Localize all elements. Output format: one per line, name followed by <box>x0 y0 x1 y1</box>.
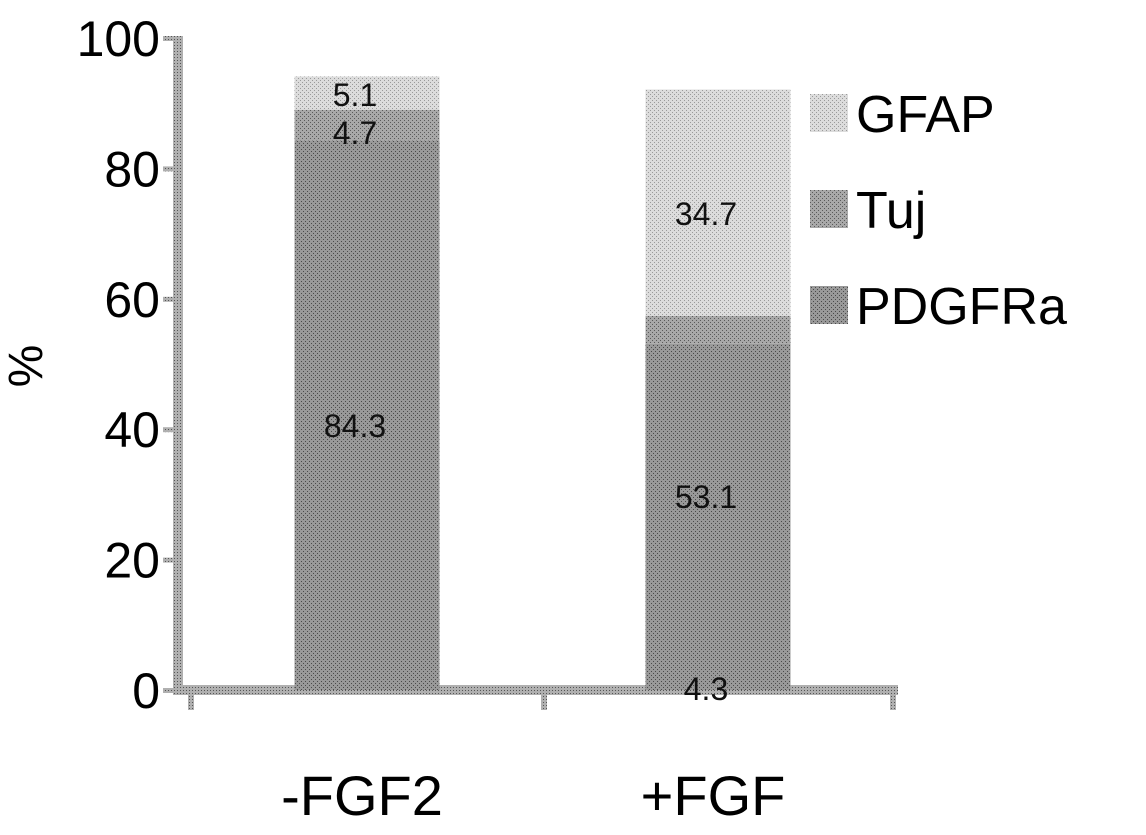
y-axis-label: % <box>0 345 53 388</box>
y-tick-label-80: 80 <box>104 141 160 197</box>
bar-tuj-0 <box>294 109 440 141</box>
data-label-pdgfra-1: 53.1 <box>675 479 737 515</box>
data-label-tuj-0: 4.7 <box>333 115 377 151</box>
y-tick-labels: 0 20 40 60 80 100 <box>77 11 160 719</box>
y-tick-20 <box>163 557 177 563</box>
legend-label-gfap: GFAP <box>856 86 995 144</box>
bar-pdgfra-0 <box>294 140 440 690</box>
bar-pdgfra-1 <box>645 343 791 690</box>
y-tick-40 <box>163 427 177 433</box>
legend-swatch-pdgfra <box>810 286 848 324</box>
category-label-0: -FGF2 <box>281 764 443 827</box>
y-axis-line <box>173 36 183 694</box>
axes <box>173 36 898 695</box>
legend-swatch-tuj <box>810 190 848 228</box>
y-tick-label-0: 0 <box>132 663 160 719</box>
x-tick-1 <box>541 688 547 710</box>
y-tick-0 <box>163 688 177 693</box>
legend-label-tuj: Tuj <box>856 182 926 240</box>
y-tick-label-60: 60 <box>104 272 160 328</box>
bar-gfap-1 <box>645 89 791 316</box>
category-label-1: +FGF <box>641 764 786 827</box>
x-tick-2 <box>890 688 896 710</box>
data-labels: 84.3 53.1 4.7 4.3 5.1 34.7 <box>324 77 737 707</box>
legend: GFAP Tuj PDGFRa <box>810 86 1067 336</box>
category-labels: -FGF2 +FGF <box>281 764 785 827</box>
y-tick-100 <box>163 36 177 41</box>
legend-label-pdgfra: PDGFRa <box>856 278 1067 336</box>
y-tick-label-20: 20 <box>104 533 160 589</box>
data-label-pdgfra-0: 84.3 <box>324 408 386 444</box>
legend-swatch-gfap <box>810 94 848 132</box>
bar-tuj-1 <box>645 315 791 344</box>
y-ticks <box>163 36 177 693</box>
y-tick-60 <box>163 296 177 302</box>
data-label-gfap-1: 34.7 <box>675 196 737 232</box>
y-tick-label-40: 40 <box>104 402 160 458</box>
data-label-gfap-0: 5.1 <box>333 77 377 113</box>
y-tick-label-100: 100 <box>77 11 160 67</box>
x-ticks <box>188 688 896 710</box>
data-label-tuj-1: 4.3 <box>684 671 728 707</box>
bars <box>294 76 791 690</box>
x-tick-0 <box>188 688 194 710</box>
x-axis-line <box>173 685 898 695</box>
y-tick-80 <box>163 166 177 172</box>
bar-gfap-0 <box>294 76 440 110</box>
